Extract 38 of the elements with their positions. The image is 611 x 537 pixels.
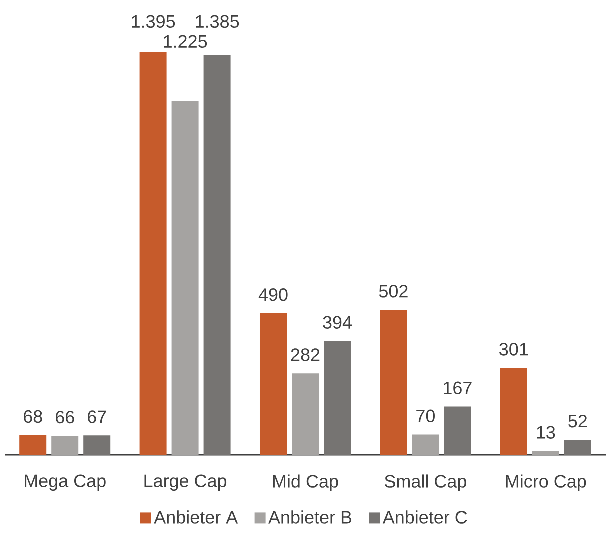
bar [20,435,47,455]
data-label: 502 [379,285,408,298]
data-label: 1.225 [164,35,208,48]
data-label: 70 [416,410,435,423]
data-label: 301 [500,343,528,356]
x-tick-label: Large Cap [144,474,227,492]
data-label: 282 [291,348,320,362]
bar [324,341,351,455]
bar [412,434,440,455]
bar [140,52,167,455]
bar [444,406,472,455]
x-tick-label: Small Cap [385,474,466,492]
x-tick-label: Mid Cap [273,474,338,492]
legend-label: Anbieter A [154,510,238,524]
data-label: 1.385 [196,15,240,28]
bar [532,451,560,455]
bar [172,101,199,455]
data-label: 66 [56,410,74,424]
bar [292,374,319,455]
legend-label: Anbieter B [268,510,352,524]
bar [500,368,528,455]
data-label: 13 [537,426,556,439]
data-label: 1.395 [132,15,176,28]
data-label: 67 [88,410,106,424]
x-tick-label: Mega Cap [25,474,106,492]
bar [204,55,231,455]
data-label: 167 [444,382,472,395]
legend-label: Anbieter C [382,510,468,524]
data-label: 394 [323,316,352,329]
data-label: 490 [258,288,288,302]
bar [380,310,408,455]
bar [260,314,287,455]
x-tick-label: Micro Cap [506,474,586,492]
data-label: 52 [568,414,588,428]
bar [84,436,111,455]
data-label: 68 [24,410,42,424]
bar [52,436,79,455]
bar [564,440,592,455]
